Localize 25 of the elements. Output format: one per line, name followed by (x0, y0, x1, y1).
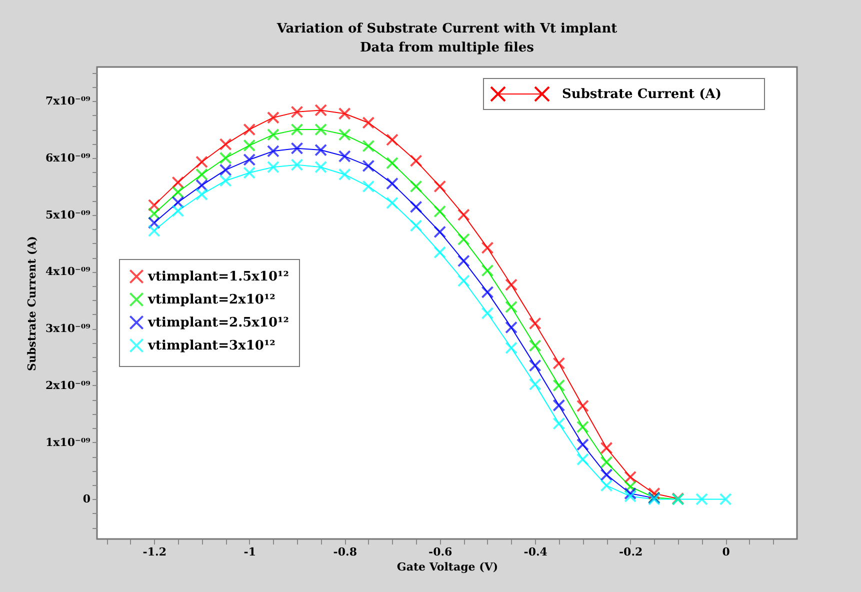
x-tick-label: -0.6 (428, 546, 453, 558)
legend-label: vtimplant=1.5x10¹² (147, 270, 289, 284)
legend-label: vtimplant=3x10¹² (147, 338, 276, 354)
x-tick-label: -1 (244, 546, 256, 558)
y-tick-label: 1x10⁻⁰⁹ (46, 436, 91, 449)
y-tick-label: 5x10⁻⁰⁹ (46, 208, 91, 222)
y-tick-label: 2x10⁻⁰⁹ (46, 378, 91, 392)
x-tick-label: -1.2 (142, 546, 166, 558)
annotation: Substrate Current (A) (562, 86, 722, 102)
x-tick-label: 0 (722, 546, 730, 558)
y-tick-label: 0 (82, 492, 91, 506)
x-tick-label: -0.4 (524, 546, 548, 558)
y-tick-label: 3x10⁻⁰⁹ (46, 322, 91, 336)
y-axis-title: Substrate Current (A) (26, 236, 39, 371)
legend-box: Substrate Current (A) (483, 78, 765, 110)
x-tick-label: -0.2 (618, 546, 643, 558)
x-axis-title: Gate Voltage (V) (396, 560, 498, 574)
y-tick-label: 4x10⁻⁰⁹ (46, 265, 91, 278)
y-tick-label: 6x10⁻⁰⁹ (46, 151, 91, 164)
legend-label: vtimplant=2x10¹² (147, 292, 276, 308)
chart-subtitle: Data from multiple files (360, 40, 534, 56)
chart-title: Variation of Substrate Current with Vt implant (276, 22, 618, 37)
legend-label: vtimplant=2.5x10¹² (147, 316, 289, 330)
y-tick-label: 7x10⁻⁰⁹ (46, 94, 91, 108)
x-tick-label: -0.8 (333, 546, 358, 558)
